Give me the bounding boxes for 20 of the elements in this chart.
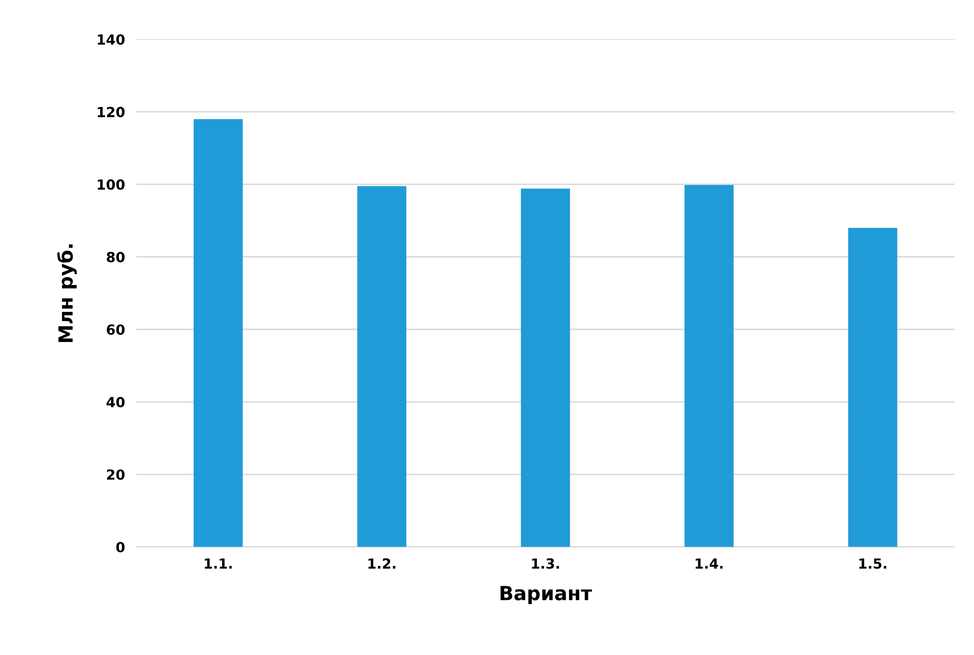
bar <box>194 119 243 547</box>
x-tick-label: 1.1. <box>204 558 232 569</box>
y-tick-label: 80 <box>106 252 125 262</box>
y-tick-label: 20 <box>107 469 125 480</box>
bar <box>684 185 734 547</box>
bar <box>520 188 570 547</box>
x-tick-label: 1.4. <box>696 558 723 569</box>
x-tick-label: 1.3. <box>532 558 559 569</box>
y-axis-title: Млн руб. <box>57 244 77 342</box>
y-tick-label: 60 <box>106 324 125 335</box>
bar <box>357 186 406 547</box>
bar <box>848 228 898 547</box>
y-tick-label: 0 <box>116 542 125 552</box>
y-tick-label: 40 <box>106 396 125 408</box>
y-tick-label: 140 <box>98 34 125 45</box>
y-tick-label: 120 <box>98 106 125 118</box>
x-tick-label: 1.2. <box>368 558 396 569</box>
y-tick-label: 100 <box>98 179 125 190</box>
x-axis-title: Вариант <box>500 586 592 604</box>
x-tick-label: 1.5. <box>859 558 886 569</box>
